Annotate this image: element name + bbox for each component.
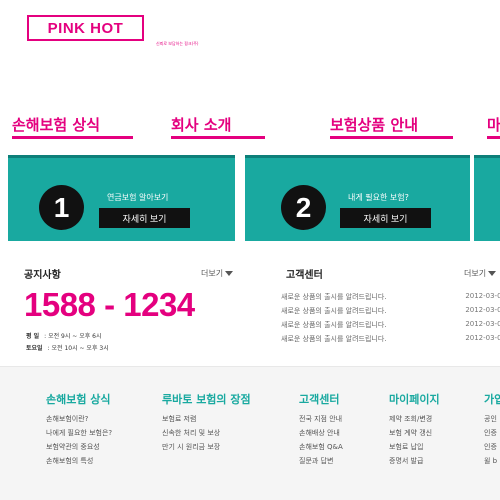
more-label: 더보기 <box>201 269 224 278</box>
tagline: 신뢰로 보답하는 핑크(주) <box>156 41 199 46</box>
footer-link[interactable]: 보험료 저렴 <box>162 415 197 423</box>
list-item[interactable]: 새로운 상품의 출시를 알려드립니다. 2012-03-03 <box>281 292 500 306</box>
footer-link[interactable]: 만기 시 원리금 보장 <box>162 443 221 451</box>
panel-title: 내게 필요한 보험? <box>348 193 409 202</box>
nav-underline <box>330 136 453 139</box>
footer-link[interactable]: 질문과 답변 <box>299 457 334 465</box>
footer-link[interactable]: 손해배상 안내 <box>299 429 340 437</box>
nav-label: 손해보험 상식 <box>12 116 101 134</box>
nav-item-company[interactable]: 회사 소개 <box>171 114 265 139</box>
footer-col-title[interactable]: 마이페이지 <box>389 393 440 406</box>
footer-col-mypage: 마이페이지 제약 조회/변경 보험 계약 갱신 보험료 납입 증명서 발급 <box>389 391 440 468</box>
list-item[interactable]: 새로운 상품의 출시를 알려드립니다. 2012-03-03 <box>281 306 500 320</box>
nav-underline <box>487 136 500 139</box>
footer-link[interactable]: 손해보험의 특성 <box>46 457 94 465</box>
panel-title: 연금보험 알아보기 <box>107 193 169 202</box>
news-date: 2012-03-03 <box>465 306 500 314</box>
hours-day: 토요일 <box>26 345 43 352</box>
news-date: 2012-03-03 <box>465 292 500 300</box>
nav-label: 보험상품 안내 <box>330 116 419 134</box>
more-label: 더보기 <box>464 269 487 278</box>
news-text: 새로운 상품의 출시를 알려드립니다. <box>281 321 387 329</box>
hours-time: : 오전 10시 ~ 오후 3시 <box>47 345 109 352</box>
footer-link[interactable]: 보험료 납입 <box>389 443 424 451</box>
support-title: 고객센터 <box>286 270 323 281</box>
news-date: 2012-03-03 <box>465 334 500 342</box>
promo-panel-needs: 2 내게 필요한 보험? 자세히 보기 <box>245 155 470 241</box>
nav-label: 회사 소개 <box>171 116 232 134</box>
notice-title: 공지사항 <box>24 270 61 281</box>
promo-panel-partial <box>474 155 500 241</box>
footer: 손해보험 상식 손해보험이란? 나에게 필요한 보험은? 보험약관의 중요성 손… <box>0 366 500 500</box>
news-text: 새로운 상품의 출시를 알려드립니다. <box>281 307 387 315</box>
nav-underline <box>171 136 265 139</box>
main-nav: 손해보험 상식 회사 소개 보험상품 안내 마 <box>0 114 500 142</box>
footer-col-support: 고객센터 전국 지점 안내 손해배상 안내 손해보험 Q&A 질문과 답변 <box>299 391 343 468</box>
support-news-list: 새로운 상품의 출시를 알려드립니다. 2012-03-03 새로운 상품의 출… <box>281 292 500 348</box>
hours-weekday: 평 일 : 오전 9시 ~ 오후 6시 <box>26 331 101 340</box>
footer-link[interactable]: 전국 지점 안내 <box>299 415 343 423</box>
nav-label: 마 <box>487 116 500 134</box>
details-button[interactable]: 자세히 보기 <box>99 208 190 228</box>
phone-number: 1588 - 1234 <box>24 286 195 323</box>
notice-more-link[interactable]: 더보기 <box>201 268 234 279</box>
hours-time: : 오전 9시 ~ 오후 6시 <box>44 333 102 340</box>
nav-underline <box>12 136 133 139</box>
promo-panel-annuity: 1 연금보험 알아보기 자세히 보기 <box>8 155 235 241</box>
footer-link[interactable]: 공인 <box>484 415 497 423</box>
footer-col-title[interactable]: 손해보험 상식 <box>46 393 111 406</box>
footer-link[interactable]: 나에게 필요한 보험은? <box>46 429 113 437</box>
footer-col-title[interactable]: 가입 <box>484 393 500 406</box>
nav-item-products[interactable]: 보험상품 안내 <box>330 114 453 139</box>
footer-link[interactable]: 보험약관의 중요성 <box>46 443 100 451</box>
footer-link[interactable]: 윌 b <box>484 457 498 465</box>
footer-link[interactable]: 보험 계약 갱신 <box>389 429 433 437</box>
hours-saturday: 토요일 : 오전 10시 ~ 오후 3시 <box>26 343 109 352</box>
footer-col-insurance-basics: 손해보험 상식 손해보험이란? 나에게 필요한 보험은? 보험약관의 중요성 손… <box>46 391 112 468</box>
news-date: 2012-03-03 <box>465 320 500 328</box>
chevron-down-icon <box>488 271 497 276</box>
chevron-down-icon <box>225 271 234 276</box>
footer-link[interactable]: 손해보험 Q&A <box>299 443 343 451</box>
footer-col-title[interactable]: 고객센터 <box>299 393 340 406</box>
footer-col-join: 가입 공인 인증 인증 윌 b <box>484 391 500 468</box>
list-item[interactable]: 새로운 상품의 출시를 알려드립니다. 2012-03-03 <box>281 334 500 348</box>
support-more-link[interactable]: 더보기 <box>464 268 497 279</box>
nav-item-more[interactable]: 마 <box>487 114 500 139</box>
footer-link[interactable]: 증명서 발급 <box>389 457 424 465</box>
nav-item-insurance-basics[interactable]: 손해보험 상식 <box>12 114 133 139</box>
footer-link[interactable]: 제약 조회/변경 <box>389 415 433 423</box>
news-text: 새로운 상품의 출시를 알려드립니다. <box>281 293 387 301</box>
logo[interactable]: PINK HOT <box>27 15 144 41</box>
footer-col-title[interactable]: 루바토 보험의 장점 <box>162 393 251 406</box>
footer-link[interactable]: 신속한 처리 및 보상 <box>162 429 221 437</box>
footer-link[interactable]: 인증 <box>484 429 497 437</box>
footer-link[interactable]: 손해보험이란? <box>46 415 89 423</box>
number-badge: 1 <box>39 185 84 230</box>
details-button[interactable]: 자세히 보기 <box>340 208 431 228</box>
number-badge: 2 <box>281 185 326 230</box>
hours-day: 평 일 <box>26 333 40 340</box>
news-text: 새로운 상품의 출시를 알려드립니다. <box>281 335 387 343</box>
list-item[interactable]: 새로운 상품의 출시를 알려드립니다. 2012-03-03 <box>281 320 500 334</box>
footer-col-advantages: 루바토 보험의 장점 보험료 저렴 신속한 처리 및 보상 만기 시 원리금 보… <box>162 391 251 454</box>
footer-link[interactable]: 인증 <box>484 443 497 451</box>
